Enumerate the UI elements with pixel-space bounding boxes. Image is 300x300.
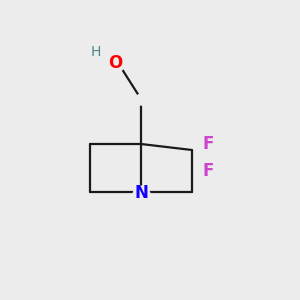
Text: O: O	[108, 54, 123, 72]
Text: H: H	[91, 46, 101, 59]
Text: F: F	[202, 135, 214, 153]
Text: N: N	[134, 184, 148, 202]
Text: F: F	[202, 162, 214, 180]
